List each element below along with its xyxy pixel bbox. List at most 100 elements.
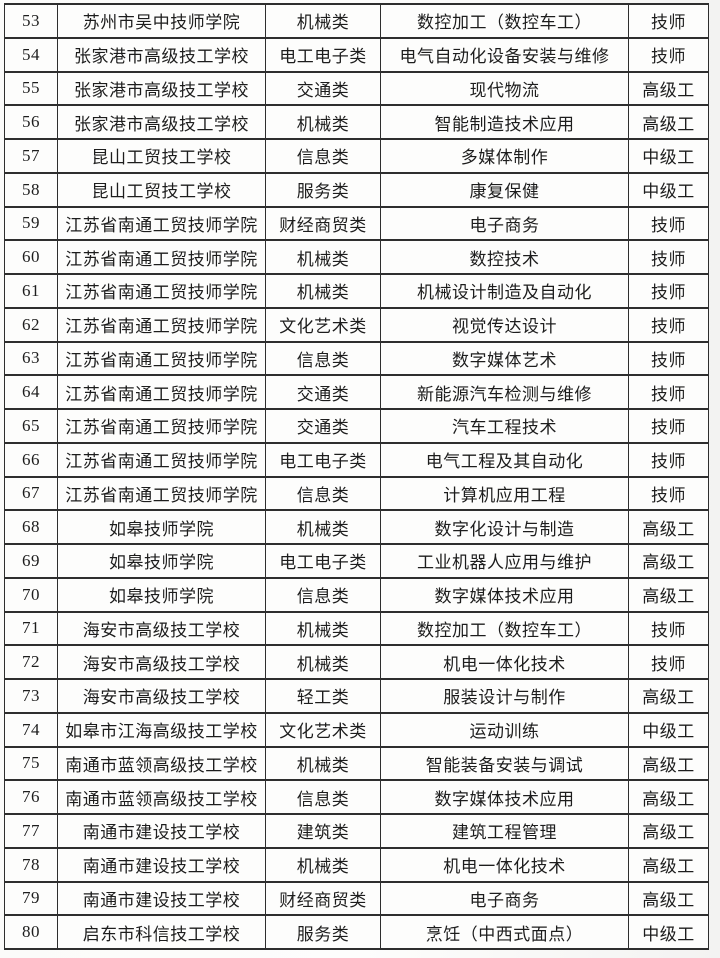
table-row: 71 海安市高级技工学校 机械类 数控加工（数控车工） 技师: [4, 610, 709, 647]
table-row: 74 如皋市江海高级技工学校 文化艺术类 运动训练 中级工: [4, 711, 709, 748]
cell-index: 80: [4, 914, 58, 950]
cell-school: 昆山工贸技工学校: [57, 138, 266, 174]
table-row: 59 江苏省南通工贸技师学院 财经商贸类 电子商务 技师: [4, 205, 709, 242]
cell-index: 77: [4, 813, 58, 849]
cell-major: 计算机应用工程: [380, 475, 629, 512]
cell-school: 南通市建设技工学校: [57, 813, 266, 849]
cell-level: 高级工: [628, 880, 709, 917]
cell-category: 机械类: [265, 104, 381, 140]
cell-level: 高级工: [628, 813, 709, 849]
cell-school: 海安市高级技工学校: [57, 678, 266, 714]
cell-level: 高级工: [628, 509, 709, 545]
cell-major: 数字媒体艺术: [380, 340, 629, 377]
cell-level: 技师: [628, 340, 709, 377]
cell-major: 康复保健: [380, 171, 629, 208]
cell-level: 高级工: [628, 543, 709, 579]
cell-major: 工业机器人应用与维护: [380, 543, 629, 579]
cell-category: 机械类: [265, 3, 381, 39]
cell-school: 江苏省南通工贸技师学院: [57, 306, 266, 343]
cell-level: 高级工: [628, 745, 709, 782]
cell-level: 技师: [628, 610, 709, 647]
cell-level: 技师: [628, 36, 709, 73]
cell-index: 68: [4, 509, 58, 545]
programs-table-body: 53 苏州市吴中技师学院 机械类 数控加工（数控车工） 技师 54 张家港市高级技工学校 电工…: [4, 3, 709, 950]
table-row: 65 江苏省南通工贸技师学院 交通类 汽车工程技术 技师: [4, 408, 709, 444]
table-row: 69 如皋技师学院 电工电子类 工业机器人应用与维护 高级工: [4, 543, 709, 579]
cell-category: 财经商贸类: [265, 880, 381, 917]
cell-level: 高级工: [628, 104, 709, 140]
cell-major: 数控加工（数控车工）: [380, 610, 629, 647]
cell-school: 张家港市高级技工学校: [57, 104, 266, 140]
cell-category: 交通类: [265, 408, 381, 444]
cell-category: 电工电子类: [265, 543, 381, 579]
cell-school: 江苏省南通工贸技师学院: [57, 374, 266, 410]
cell-level: 中级工: [628, 171, 709, 208]
cell-category: 财经商贸类: [265, 205, 381, 242]
table-row: 56 张家港市高级技工学校 机械类 智能制造技术应用 高级工: [4, 104, 709, 140]
cell-major: 烹饪（中西式面点）: [380, 914, 629, 950]
cell-school: 海安市高级技工学校: [57, 610, 266, 647]
cell-category: 交通类: [265, 374, 381, 410]
cell-category: 机械类: [265, 509, 381, 545]
cell-level: 高级工: [628, 70, 709, 107]
cell-major: 电子商务: [380, 205, 629, 242]
table-row: 75 南通市蓝领高级技工学校 机械类 智能装备安装与调试 高级工: [4, 745, 709, 782]
cell-index: 75: [4, 745, 58, 782]
cell-major: 智能制造技术应用: [380, 104, 629, 140]
cell-index: 62: [4, 306, 58, 343]
cell-level: 技师: [628, 374, 709, 410]
cell-major: 数控加工（数控车工）: [380, 3, 629, 39]
cell-category: 机械类: [265, 273, 381, 309]
cell-school: 南通市蓝领高级技工学校: [57, 779, 266, 815]
cell-school: 江苏省南通工贸技师学院: [57, 273, 266, 309]
cell-major: 运动训练: [380, 711, 629, 748]
cell-major: 视觉传达设计: [380, 306, 629, 343]
table-row: 70 如皋技师学院 信息类 数字媒体技术应用 高级工: [4, 576, 709, 613]
table-row: 72 海安市高级技工学校 机械类 机电一体化技术 技师: [4, 644, 709, 680]
cell-index: 74: [4, 711, 58, 748]
cell-category: 机械类: [265, 846, 381, 883]
cell-school: 南通市建设技工学校: [57, 880, 266, 917]
cell-index: 55: [4, 70, 58, 107]
cell-school: 江苏省南通工贸技师学院: [57, 475, 266, 512]
cell-school: 江苏省南通工贸技师学院: [57, 441, 266, 478]
cell-index: 70: [4, 576, 58, 613]
table-row: 54 张家港市高级技工学校 电工电子类 电气自动化设备安装与维修 技师: [4, 36, 709, 73]
cell-school: 如皋市江海高级技工学校: [57, 711, 266, 748]
cell-major: 多媒体制作: [380, 138, 629, 174]
cell-category: 服务类: [265, 171, 381, 208]
table-row: 55 张家港市高级技工学校 交通类 现代物流 高级工: [4, 70, 709, 107]
cell-level: 技师: [628, 441, 709, 478]
cell-major: 建筑工程管理: [380, 813, 629, 849]
cell-category: 轻工类: [265, 678, 381, 714]
cell-level: 技师: [628, 273, 709, 309]
cell-school: 如皋技师学院: [57, 576, 266, 613]
cell-category: 信息类: [265, 475, 381, 512]
cell-school: 江苏省南通工贸技师学院: [57, 408, 266, 444]
cell-category: 信息类: [265, 576, 381, 613]
cell-major: 新能源汽车检测与维修: [380, 374, 629, 410]
table-row: 53 苏州市吴中技师学院 机械类 数控加工（数控车工） 技师: [4, 3, 709, 39]
cell-index: 59: [4, 205, 58, 242]
cell-school: 江苏省南通工贸技师学院: [57, 340, 266, 377]
cell-major: 现代物流: [380, 70, 629, 107]
cell-level: 技师: [628, 205, 709, 242]
cell-school: 江苏省南通工贸技师学院: [57, 239, 266, 275]
cell-major: 机电一体化技术: [380, 846, 629, 883]
cell-category: 文化艺术类: [265, 306, 381, 343]
cell-school: 张家港市高级技工学校: [57, 70, 266, 107]
cell-level: 技师: [628, 644, 709, 680]
cell-category: 交通类: [265, 70, 381, 107]
cell-index: 63: [4, 340, 58, 377]
cell-level: 技师: [628, 3, 709, 39]
table-row: 76 南通市蓝领高级技工学校 信息类 数字媒体技术应用 高级工: [4, 779, 709, 815]
cell-index: 65: [4, 408, 58, 444]
cell-school: 如皋技师学院: [57, 509, 266, 545]
cell-category: 信息类: [265, 340, 381, 377]
cell-index: 76: [4, 779, 58, 815]
table-row: 63 江苏省南通工贸技师学院 信息类 数字媒体艺术 技师: [4, 340, 709, 377]
cell-major: 数字媒体技术应用: [380, 779, 629, 815]
table-row: 73 海安市高级技工学校 轻工类 服装设计与制作 高级工: [4, 678, 709, 714]
cell-major: 智能装备安装与调试: [380, 745, 629, 782]
